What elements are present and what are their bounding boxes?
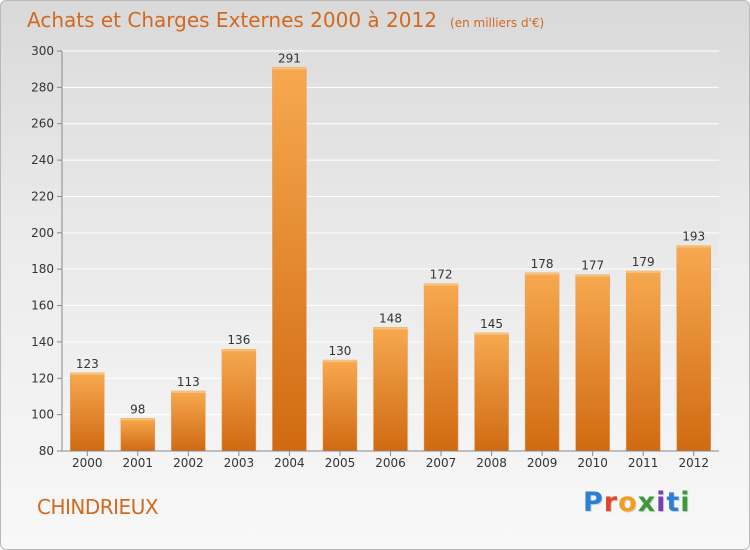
- value-label-2004: 291: [278, 51, 301, 65]
- y-tick-label: 160: [31, 299, 54, 313]
- logo-letter: o: [618, 487, 638, 518]
- y-tick-label: 80: [39, 444, 54, 458]
- value-label-2006: 148: [379, 311, 402, 325]
- x-tick-label-2006: 2006: [375, 456, 406, 470]
- bar-top-2009: [525, 272, 560, 275]
- bar-top-2010: [575, 274, 610, 277]
- y-tick-label: 280: [31, 80, 54, 94]
- y-tick-label: 260: [31, 117, 54, 131]
- bar-top-2000: [70, 372, 105, 375]
- value-label-2002: 113: [177, 375, 200, 389]
- bars: [70, 67, 711, 452]
- chart-title: Achats et Charges Externes 2000 à 2012 (…: [27, 8, 544, 32]
- y-tick-label: 200: [31, 226, 54, 240]
- bar-2004: [272, 67, 307, 452]
- value-label-2012: 193: [682, 230, 705, 244]
- bar-top-2006: [373, 327, 408, 330]
- value-label-2000: 123: [76, 357, 99, 371]
- y-tick-label: 120: [31, 371, 54, 385]
- y-tick-label: 140: [31, 335, 54, 349]
- bar-top-2002: [171, 391, 206, 393]
- x-tick-label-2007: 2007: [426, 456, 457, 470]
- bar-2008: [474, 332, 509, 452]
- bar-2010: [575, 274, 610, 452]
- bar-2007: [423, 283, 459, 452]
- value-label-2008: 145: [480, 317, 503, 331]
- y-tick-label: 300: [31, 44, 54, 58]
- logo-letter: i: [680, 487, 691, 518]
- value-label-2011: 179: [632, 255, 655, 269]
- bar-2009: [524, 272, 560, 452]
- x-tick-label-2008: 2008: [476, 456, 507, 470]
- logo-letter: i: [656, 487, 667, 518]
- bar-top-2001: [120, 418, 155, 421]
- y-tick-label: 180: [31, 262, 54, 276]
- bar-top-2008: [474, 332, 509, 335]
- logo-letter: x: [637, 487, 657, 518]
- x-tick-label-2005: 2005: [325, 456, 356, 470]
- value-label-2001: 98: [130, 402, 145, 416]
- y-tick-label: 100: [31, 408, 54, 422]
- bar-2002: [171, 390, 206, 452]
- bar-top-2003: [221, 349, 256, 352]
- bar-2005: [322, 359, 358, 452]
- chart-title-main: Achats et Charges Externes 2000 à 2012: [27, 8, 437, 32]
- x-tick-label-2003: 2003: [224, 456, 255, 470]
- x-tick-label-2001: 2001: [123, 456, 154, 470]
- value-label-2007: 172: [430, 268, 453, 282]
- value-label-2005: 130: [329, 344, 352, 358]
- x-tick-label-2000: 2000: [72, 456, 103, 470]
- x-tick-label-2002: 2002: [173, 456, 204, 470]
- bar-2003: [221, 348, 257, 452]
- bar-2006: [373, 327, 408, 452]
- logo-letter: P: [583, 487, 604, 518]
- x-tick-label-2011: 2011: [628, 456, 659, 470]
- axes: [57, 50, 719, 456]
- x-tick-label-2004: 2004: [274, 456, 305, 470]
- x-tick-label-2012: 2012: [678, 456, 709, 470]
- bar-2012: [676, 245, 711, 452]
- bar-2001: [120, 418, 156, 452]
- bar-top-2004: [272, 67, 307, 70]
- x-tick-label-2010: 2010: [577, 456, 608, 470]
- value-label-2009: 178: [531, 257, 554, 271]
- bar-2000: [70, 372, 105, 452]
- value-label-2010: 177: [581, 259, 604, 273]
- commune-name: CHINDRIEUX: [37, 495, 159, 519]
- bar-2011: [625, 270, 661, 452]
- x-tick-label-2009: 2009: [527, 456, 558, 470]
- value-label-2003: 136: [227, 333, 250, 347]
- logo-letter: r: [603, 487, 619, 518]
- bar-top-2012: [676, 245, 711, 248]
- y-tick-label: 220: [31, 189, 54, 203]
- proxiti-logo: Proxiti: [583, 487, 691, 518]
- bar-top-2007: [424, 283, 459, 286]
- bar-top-2005: [322, 360, 357, 363]
- chart-subtitle: (en milliers d'€): [450, 16, 545, 30]
- labels: 80 100 120 140 160 180 200 220 240 260 280 300 123 20…: [31, 44, 709, 470]
- logo-letter: t: [666, 487, 681, 518]
- bar-top-2011: [626, 271, 661, 273]
- y-tick-label: 240: [31, 153, 54, 167]
